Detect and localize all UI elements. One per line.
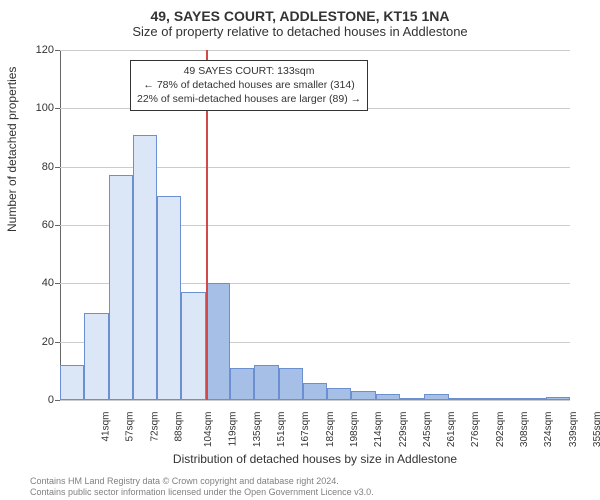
- annotation-box: 49 SAYES COURT: 133sqm← 78% of detached …: [130, 60, 368, 111]
- x-tick-label: 88sqm: [174, 412, 185, 442]
- histogram-bar: [254, 365, 278, 400]
- y-axis-label: Number of detached properties: [5, 67, 19, 232]
- histogram-bar: [157, 196, 181, 400]
- footer-text: Contains HM Land Registry data © Crown c…: [30, 476, 374, 499]
- x-tick-label: 355sqm: [592, 412, 600, 448]
- histogram-bar: [400, 398, 424, 400]
- chart-title: 49, SAYES COURT, ADDLESTONE, KT15 1NA: [0, 0, 600, 24]
- histogram-bar: [449, 398, 473, 400]
- histogram-bar: [521, 398, 545, 400]
- x-tick-label: 57sqm: [125, 412, 136, 442]
- x-tick-label: 104sqm: [203, 412, 214, 448]
- x-tick-label: 245sqm: [422, 412, 433, 448]
- y-tick: [55, 108, 60, 109]
- chart-subtitle: Size of property relative to detached ho…: [0, 24, 600, 43]
- x-tick-label: 276sqm: [471, 412, 482, 448]
- y-tick: [55, 50, 60, 51]
- histogram-bar: [109, 175, 133, 400]
- grid-line: [60, 50, 570, 51]
- histogram-bar: [60, 365, 84, 400]
- y-tick: [55, 167, 60, 168]
- x-axis-label: Distribution of detached houses by size …: [60, 452, 570, 466]
- annotation-line1: 49 SAYES COURT: 133sqm: [137, 64, 361, 78]
- y-tick: [55, 342, 60, 343]
- histogram-bar: [376, 394, 400, 400]
- annotation-line2: ← 78% of detached houses are smaller (31…: [137, 78, 361, 92]
- x-tick-label: 308sqm: [519, 412, 530, 448]
- x-tick-label: 135sqm: [252, 412, 263, 448]
- x-tick-label: 72sqm: [149, 412, 160, 442]
- x-tick-label: 214sqm: [373, 412, 384, 448]
- x-tick-label: 229sqm: [398, 412, 409, 448]
- y-tick-label: 0: [30, 394, 54, 406]
- x-tick-label: 324sqm: [543, 412, 554, 448]
- y-tick: [55, 400, 60, 401]
- histogram-bar: [303, 383, 327, 401]
- histogram-bar: [546, 397, 570, 400]
- histogram-bar: [327, 388, 351, 400]
- annotation-line3: 22% of semi-detached houses are larger (…: [137, 92, 361, 106]
- histogram-bar: [497, 398, 521, 400]
- histogram-bar: [84, 313, 108, 401]
- grid-line: [60, 400, 570, 401]
- y-tick-label: 80: [30, 161, 54, 173]
- footer-line1: Contains HM Land Registry data © Crown c…: [30, 476, 374, 487]
- x-tick-label: 198sqm: [349, 412, 360, 448]
- x-tick-label: 292sqm: [495, 412, 506, 448]
- y-tick-label: 100: [30, 102, 54, 114]
- histogram-bar: [230, 368, 254, 400]
- x-tick-label: 261sqm: [446, 412, 457, 448]
- histogram-bar: [133, 135, 157, 400]
- footer-line2: Contains public sector information licen…: [30, 487, 374, 498]
- x-tick-label: 167sqm: [301, 412, 312, 448]
- chart-container: 49, SAYES COURT, ADDLESTONE, KT15 1NA Si…: [0, 0, 600, 500]
- plot-area: 02040608010012041sqm57sqm72sqm88sqm104sq…: [60, 50, 570, 400]
- histogram-bar: [473, 398, 497, 400]
- histogram-bar: [206, 283, 230, 400]
- x-tick-label: 119sqm: [227, 412, 238, 447]
- x-tick-label: 41sqm: [101, 412, 112, 442]
- x-tick-label: 151sqm: [276, 412, 287, 448]
- histogram-bar: [279, 368, 303, 400]
- y-tick: [55, 225, 60, 226]
- y-tick-label: 20: [30, 336, 54, 348]
- y-tick-label: 60: [30, 219, 54, 231]
- y-tick-label: 120: [30, 44, 54, 56]
- y-tick: [55, 283, 60, 284]
- x-tick-label: 339sqm: [568, 412, 579, 448]
- x-tick-label: 182sqm: [325, 412, 336, 448]
- histogram-bar: [351, 391, 375, 400]
- histogram-bar: [181, 292, 205, 400]
- y-tick-label: 40: [30, 277, 54, 289]
- histogram-bar: [424, 394, 448, 400]
